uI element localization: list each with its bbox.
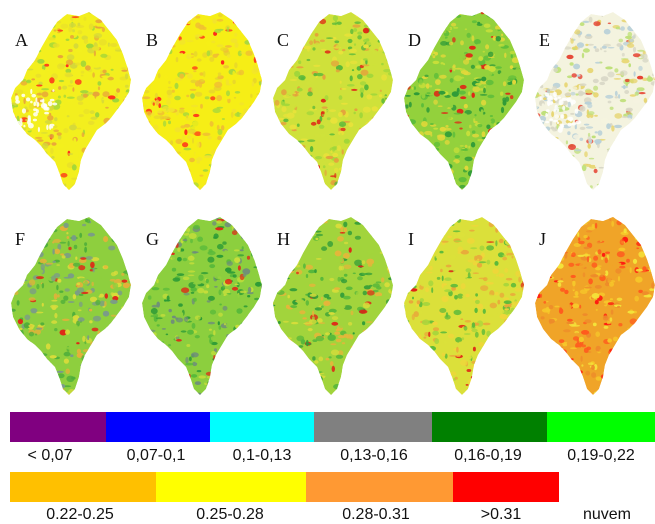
legend-swatch xyxy=(210,412,314,442)
map-texture xyxy=(529,205,655,405)
legend-swatch xyxy=(432,412,547,442)
legend-row-1 xyxy=(10,412,655,442)
legend-swatch xyxy=(547,412,655,442)
legend-label: 0,13-0,16 xyxy=(340,447,408,465)
map-panel-b: B xyxy=(136,0,267,200)
panel-label-i: I xyxy=(408,229,414,250)
legend-label: 0,1-0,13 xyxy=(233,447,292,465)
legend-label: 0.25-0.28 xyxy=(196,506,264,524)
legend-swatch xyxy=(314,412,432,442)
legend-label: 0,16-0,19 xyxy=(454,447,522,465)
map-panel-j: J xyxy=(529,205,655,405)
legend-label: 0.28-0.31 xyxy=(342,506,410,524)
legend-label: 0,19-0,22 xyxy=(567,447,635,465)
map-panel-a: A xyxy=(5,0,136,200)
map-panel-d: D xyxy=(398,0,529,200)
legend-swatch xyxy=(156,472,306,502)
map-texture xyxy=(398,205,529,405)
legend-label: >0.31 xyxy=(481,506,521,524)
panel-label-j: J xyxy=(539,229,546,250)
map-panel-f: F xyxy=(5,205,136,405)
panel-label-h: H xyxy=(277,229,290,250)
legend-label: nuvem xyxy=(583,506,631,524)
panel-label-f: F xyxy=(15,229,25,250)
legend-row-2 xyxy=(10,472,655,502)
legend-label: 0.22-0.25 xyxy=(46,506,114,524)
map-panel-c: C xyxy=(267,0,398,200)
legend-swatch xyxy=(453,472,559,502)
legend-label: < 0,07 xyxy=(28,447,73,465)
panel-label-g: G xyxy=(146,229,159,250)
panel-label-c: C xyxy=(277,30,289,51)
legend-swatch xyxy=(106,412,210,442)
panel-label-e: E xyxy=(539,30,550,51)
legend: < 0,07 0,07-0,1 0,1-0,13 0,13-0,16 0,16-… xyxy=(0,410,655,522)
panel-label-d: D xyxy=(408,30,421,51)
map-panel-e: E xyxy=(529,0,655,200)
map-panel-g: G xyxy=(136,205,267,405)
map-j-image xyxy=(529,205,655,405)
legend-swatch xyxy=(559,472,655,502)
legend-swatch xyxy=(306,472,453,502)
legend-swatch xyxy=(10,412,106,442)
legend-swatch xyxy=(10,472,156,502)
panel-label-a: A xyxy=(15,30,28,51)
legend-label: 0,07-0,1 xyxy=(127,447,186,465)
map-panel-h: H xyxy=(267,205,398,405)
map-panel-i: I xyxy=(398,205,529,405)
map-i-image xyxy=(398,205,529,405)
panel-label-b: B xyxy=(146,30,158,51)
map-panels: A B C D E F G H I J xyxy=(0,0,655,405)
